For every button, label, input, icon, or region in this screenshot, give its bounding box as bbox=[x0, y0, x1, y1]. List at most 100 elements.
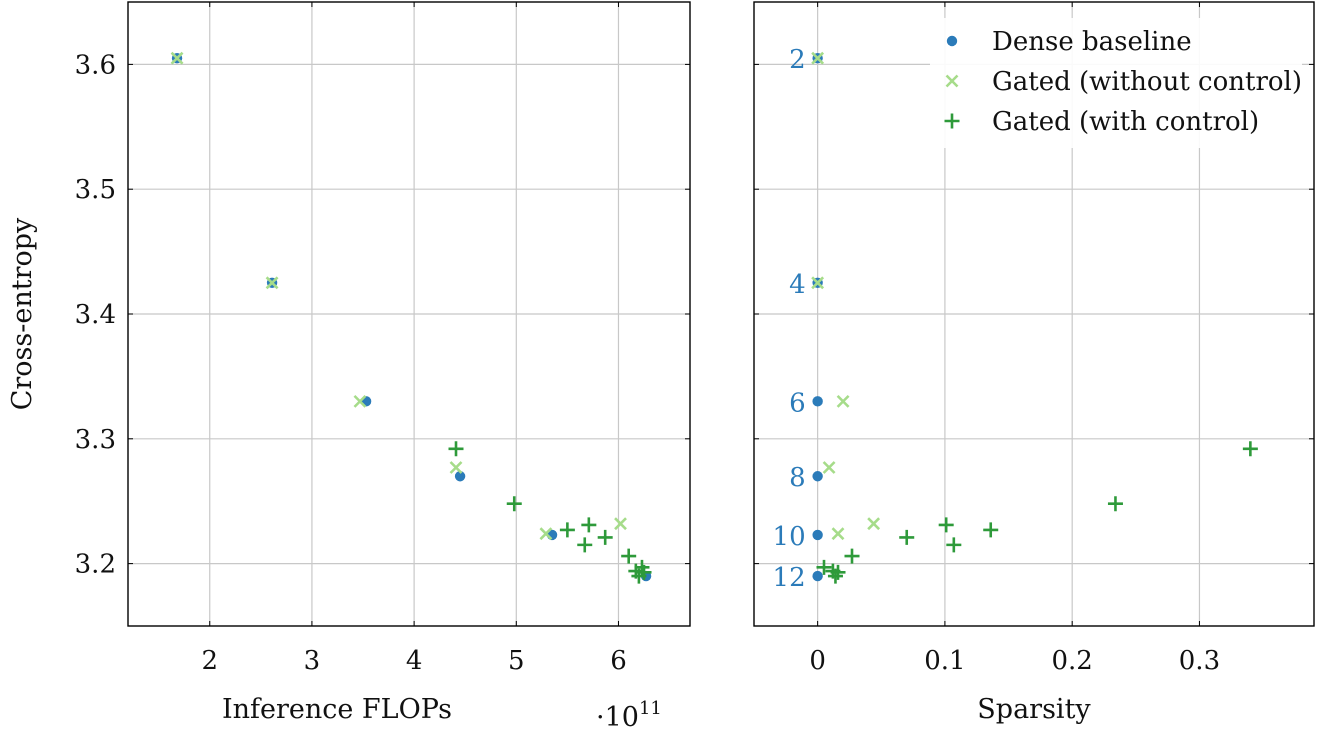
data-point-gated-without bbox=[170, 51, 184, 65]
data-point-gated-without bbox=[449, 461, 463, 474]
data-point-dense bbox=[812, 570, 823, 582]
point-label: 6 bbox=[789, 388, 806, 418]
legend-label: Gated (with control) bbox=[992, 107, 1259, 137]
x-tick-label: 6 bbox=[610, 646, 627, 676]
plus-cross bbox=[983, 522, 999, 538]
dense-dot bbox=[812, 529, 823, 541]
plus-cross bbox=[944, 113, 960, 129]
legend-item: Gated (without control) bbox=[945, 67, 1302, 97]
data-point-dense bbox=[812, 471, 823, 482]
data-point-gated-with bbox=[559, 522, 575, 538]
data-point-gated-without bbox=[811, 51, 825, 65]
y-tick-label: 3.4 bbox=[75, 300, 116, 330]
legend-label: Dense baseline bbox=[992, 27, 1192, 57]
dense-dot bbox=[946, 35, 958, 47]
point-label: 4 bbox=[789, 270, 806, 300]
x-tick-label: 0.1 bbox=[924, 646, 965, 676]
x-tick-label: 2 bbox=[201, 646, 218, 676]
data-point-gated-without bbox=[867, 517, 881, 531]
data-point-dense bbox=[812, 529, 823, 541]
x-cross bbox=[811, 276, 825, 290]
legend-label: Gated (without control) bbox=[992, 67, 1302, 97]
plus-cross bbox=[581, 517, 597, 533]
x-cross bbox=[945, 74, 959, 88]
x-cross bbox=[353, 394, 367, 408]
data-point-gated-with bbox=[577, 537, 593, 553]
data-point-gated-with bbox=[636, 564, 652, 580]
data-point-gated-without bbox=[811, 276, 825, 290]
data-point-gated-with bbox=[899, 529, 915, 545]
plus-cross bbox=[636, 564, 652, 580]
x-cross bbox=[539, 527, 553, 541]
ticks bbox=[128, 2, 690, 626]
legend-box bbox=[930, 18, 1302, 148]
plus-cross bbox=[1242, 441, 1258, 457]
x-cross bbox=[614, 517, 627, 531]
x-tick-label: 4 bbox=[406, 646, 423, 676]
x-axis-label: Sparsity bbox=[977, 694, 1091, 725]
x-cross bbox=[170, 51, 184, 65]
plus-cross bbox=[577, 537, 593, 553]
legend-item: Gated (with control) bbox=[944, 107, 1259, 137]
dense-dot bbox=[454, 471, 466, 482]
data-point-gated-with bbox=[830, 564, 846, 580]
data-point-gated-with bbox=[448, 441, 464, 457]
data-point-gated-with bbox=[938, 517, 954, 533]
point-label: 8 bbox=[789, 463, 806, 493]
x-cross bbox=[831, 527, 845, 541]
legend-marker bbox=[945, 74, 959, 88]
legend: Dense baseline Gated (without control) Gat… bbox=[930, 18, 1302, 148]
series-dense bbox=[171, 52, 652, 582]
dense-dot bbox=[812, 396, 823, 407]
series-gated-without bbox=[170, 51, 627, 541]
y-tick-label: 3.6 bbox=[75, 50, 116, 80]
plus-cross bbox=[946, 537, 962, 553]
series-gated-with bbox=[448, 441, 652, 584]
plus-cross bbox=[830, 564, 846, 580]
data-point-gated-without bbox=[614, 517, 627, 531]
x-cross bbox=[867, 517, 881, 531]
series-gated-without bbox=[811, 51, 881, 541]
y-tick-label: 3.3 bbox=[75, 425, 116, 455]
legend-marker bbox=[946, 35, 958, 47]
y-axis-label: Cross-entropy bbox=[7, 217, 38, 410]
point-label: 2 bbox=[789, 45, 806, 75]
series-gated-with bbox=[816, 441, 1258, 584]
data-point-gated-without bbox=[836, 394, 850, 408]
data-point-gated-with bbox=[816, 559, 832, 575]
data-point-gated-without bbox=[822, 461, 836, 474]
data-point-gated-with bbox=[983, 522, 999, 538]
plus-cross bbox=[559, 522, 575, 538]
x-tick-label: 5 bbox=[508, 646, 525, 676]
x-scale-exponent: 11 bbox=[639, 698, 662, 719]
plus-cross bbox=[816, 559, 832, 575]
grid bbox=[128, 2, 690, 626]
point-label: 10 bbox=[773, 522, 806, 552]
plus-cross bbox=[899, 529, 915, 545]
x-cross bbox=[449, 461, 463, 474]
data-point-gated-without bbox=[539, 527, 553, 541]
legend-marker bbox=[944, 113, 960, 129]
x-axis-label: Inference FLOPs bbox=[222, 694, 452, 725]
x-cross bbox=[836, 394, 850, 408]
data-points bbox=[811, 51, 1258, 584]
panel-sparsity: 0 0.1 0.2 0.3 Sparsity 2 4 6 8 10 12 bbox=[753, 1, 1315, 725]
dense-dot bbox=[812, 570, 823, 582]
x-tick-label: 0.3 bbox=[1179, 646, 1220, 676]
data-point-gated-with bbox=[1107, 496, 1123, 512]
data-point-gated-with bbox=[844, 548, 860, 564]
plus-cross bbox=[448, 441, 464, 457]
x-tick-label: 0.2 bbox=[1052, 646, 1093, 676]
data-point-dense bbox=[812, 396, 823, 407]
x-tick-label: 3 bbox=[304, 646, 321, 676]
x-tick-label: 0 bbox=[809, 646, 826, 676]
dense-dot bbox=[812, 471, 823, 482]
plus-cross bbox=[938, 517, 954, 533]
plus-cross bbox=[506, 496, 522, 512]
point-label: 12 bbox=[773, 563, 806, 593]
data-point-dense bbox=[454, 471, 466, 482]
plus-cross bbox=[1107, 496, 1123, 512]
data-point-gated-with bbox=[621, 548, 637, 564]
ticks bbox=[754, 2, 1314, 626]
